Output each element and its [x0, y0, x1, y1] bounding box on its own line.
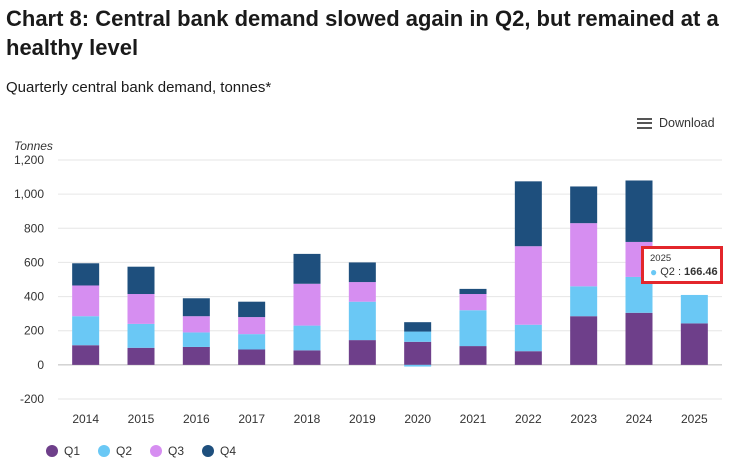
bar-2023-q2[interactable] — [570, 286, 598, 317]
legend-q4-marker — [202, 445, 215, 457]
bar-2024-q4[interactable] — [625, 180, 653, 242]
bar-2021-q4[interactable] — [459, 288, 487, 295]
x-tick-label: 2023 — [570, 412, 597, 426]
y-tick-label: 600 — [24, 255, 44, 269]
tooltip: 2025 ● Q2: 166.46 — [641, 246, 723, 284]
legend-q1-marker — [46, 445, 58, 457]
y-axis-ticks: -200 0 200 400 600 800 1,000 1,200 — [14, 153, 44, 406]
download-button[interactable]: Download — [637, 116, 715, 130]
bar-2018-q3[interactable] — [293, 283, 321, 326]
legend-q4-label: Q4 — [220, 444, 237, 458]
menu-icon — [637, 117, 652, 129]
bar-2019-q4[interactable] — [348, 262, 376, 283]
y-tick-label: 200 — [24, 324, 44, 338]
tooltip-year: 2025 — [650, 253, 672, 264]
bar-2024-q1[interactable] — [625, 312, 653, 365]
y-tick-label: 1,200 — [14, 153, 44, 167]
legend-q3-marker — [150, 445, 163, 457]
bar-2020-negative[interactable] — [404, 364, 432, 367]
bar-2014-q2[interactable] — [72, 316, 100, 346]
bar-2019-q1[interactable] — [348, 340, 376, 365]
x-tick-label: 2024 — [626, 412, 653, 426]
x-tick-label: 2021 — [460, 412, 487, 426]
y-axis-label: Tonnes — [14, 139, 53, 153]
bar-2016-q3[interactable] — [182, 316, 210, 333]
bar-2022-q2[interactable] — [514, 324, 542, 352]
bar-2016-q1[interactable] — [182, 346, 210, 365]
bar-2019-q3[interactable] — [348, 282, 376, 302]
bar-2019-q2[interactable] — [348, 301, 376, 341]
bar-2023-q1[interactable] — [570, 316, 598, 365]
bar-2022-q3[interactable] — [514, 246, 542, 325]
bar-2020-q1[interactable] — [404, 341, 432, 365]
legend-item-q3[interactable]: Q3 — [150, 444, 184, 458]
tooltip-dot-icon: ● — [650, 265, 658, 279]
bar-2021-q3[interactable] — [459, 294, 487, 311]
bar-2016-q2[interactable] — [182, 332, 210, 347]
bar-2022-q4[interactable] — [514, 181, 542, 247]
bar-2020-q4[interactable] — [404, 322, 432, 332]
bar-2014-q3[interactable] — [72, 285, 100, 317]
y-tick-label: 400 — [24, 290, 44, 304]
legend-item-q1[interactable]: Q1 — [46, 444, 80, 458]
x-axis-ticks: 2014 2015 2016 2017 2018 2019 2020 2021 2022 2023… — [72, 412, 708, 426]
bar-2015-q3[interactable] — [127, 294, 155, 324]
bar-2025-q2[interactable] — [680, 294, 708, 324]
gridlines — [58, 159, 722, 400]
legend-q1-label: Q1 — [64, 444, 81, 458]
chart-subtitle: Quarterly central bank demand, tonnes* — [6, 79, 272, 96]
legend: Q1 Q2 Q3 Q4 — [46, 444, 236, 458]
chart-title: Chart 8: Central bank demand slowed agai… — [6, 6, 719, 60]
tooltip-series: Q2 — [660, 266, 675, 278]
legend-item-q2[interactable]: Q2 — [98, 444, 132, 458]
bar-2014-q4[interactable] — [72, 263, 100, 286]
bar-2017-q1[interactable] — [238, 349, 266, 365]
bar-2021-q2[interactable] — [459, 310, 487, 347]
download-label: Download — [659, 116, 715, 130]
bar-2018-q1[interactable] — [293, 350, 321, 365]
bar-2017-q3[interactable] — [238, 317, 266, 335]
bar-2022-q1[interactable] — [514, 351, 542, 365]
bars — [72, 180, 708, 367]
bar-2014-q1[interactable] — [72, 345, 100, 365]
x-tick-label: 2014 — [72, 412, 99, 426]
bar-2018-q2[interactable] — [293, 325, 321, 351]
x-tick-label: 2019 — [349, 412, 376, 426]
x-tick-label: 2015 — [128, 412, 155, 426]
y-tick-label: -200 — [20, 392, 44, 406]
bar-2017-q4[interactable] — [238, 301, 266, 318]
bar-2018-q4[interactable] — [293, 253, 321, 284]
bar-2015-q2[interactable] — [127, 323, 155, 348]
stacked-bar-chart: -200 0 200 400 600 800 1,000 1,200 2014 2015 2016… — [14, 139, 722, 426]
legend-q2-label: Q2 — [116, 444, 133, 458]
legend-q3-label: Q3 — [168, 444, 185, 458]
x-tick-label: 2022 — [515, 412, 542, 426]
bar-2015-q1[interactable] — [127, 347, 155, 365]
bar-2015-q4[interactable] — [127, 266, 155, 295]
y-tick-label: 1,000 — [14, 187, 44, 201]
legend-q2-marker — [98, 445, 111, 457]
tooltip-value: 166.46 — [684, 266, 718, 278]
bar-2016-q4[interactable] — [182, 298, 210, 317]
y-tick-label: 0 — [37, 358, 44, 372]
bar-2017-q2[interactable] — [238, 334, 266, 350]
x-tick-label: 2016 — [183, 412, 210, 426]
bar-2023-q4[interactable] — [570, 186, 598, 224]
x-tick-label: 2025 — [681, 412, 708, 426]
legend-item-q4[interactable]: Q4 — [202, 444, 236, 458]
bar-2025-q1[interactable] — [680, 323, 708, 365]
x-tick-label: 2020 — [404, 412, 431, 426]
y-tick-label: 800 — [24, 221, 44, 235]
bar-2021-q1[interactable] — [459, 346, 487, 365]
x-tick-label: 2017 — [238, 412, 265, 426]
x-tick-label: 2018 — [294, 412, 321, 426]
bar-2020-q2[interactable] — [404, 331, 432, 342]
bar-2023-q3[interactable] — [570, 223, 598, 287]
